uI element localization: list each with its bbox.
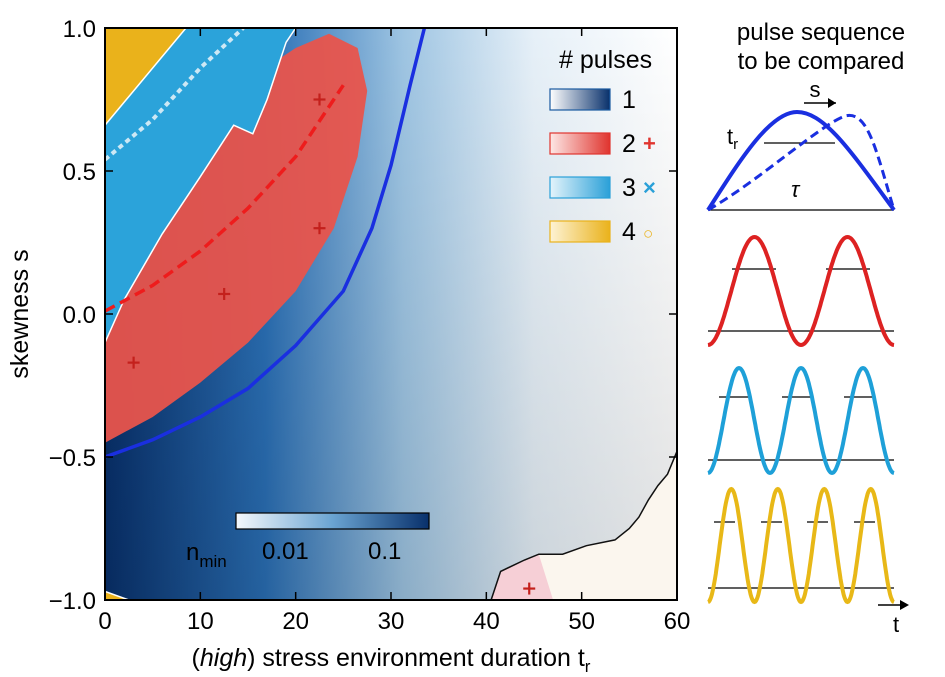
sequence-1-skewed-curve xyxy=(707,113,896,212)
y-tick-label-2: 0.0 xyxy=(63,302,96,329)
x-axis-label-main: ) stress environment duration t xyxy=(247,644,585,672)
sequence-2-pulses xyxy=(707,234,895,348)
colorbar-label-sub: min xyxy=(199,552,226,571)
boundary-1-2-line xyxy=(105,28,427,459)
colorbar-label: nmin xyxy=(186,539,227,571)
marker-2-pulses-2 xyxy=(313,222,326,235)
legend-entry-4: 4 ○ xyxy=(549,218,653,246)
legend-swatch-1 xyxy=(549,88,611,111)
panel-title-line2: to be compared xyxy=(738,48,905,75)
colorbar-tick-1: 0.01 xyxy=(262,538,309,565)
panel-title-line1: pulse sequence xyxy=(737,19,905,46)
x-axis-label: (high) stress environment duration tr xyxy=(192,644,591,676)
legend-label-4: 4 xyxy=(622,218,636,246)
region-4-pulses-bottom xyxy=(105,590,130,600)
markers-2-pulses xyxy=(127,93,536,595)
plot-area xyxy=(105,28,677,600)
colorbar-bar xyxy=(235,512,430,530)
sequence-2-curve xyxy=(707,234,895,348)
marker-2-pulses-0 xyxy=(127,356,140,369)
label-s: s xyxy=(810,77,821,102)
label-tr-sub: r xyxy=(733,136,738,153)
legend-marker-3: × xyxy=(643,175,656,200)
pulse-sequence-panel: pulse sequence to be compared tr s τ xyxy=(706,19,909,637)
x-axis: 0 10 20 30 40 50 60 xyxy=(98,28,690,635)
y-axis-label: skewness s xyxy=(6,249,34,378)
legend-swatch-4 xyxy=(549,220,611,243)
edge-region-pink xyxy=(491,554,554,600)
legend-title: # pulses xyxy=(559,46,652,74)
sequence-3-pulses xyxy=(707,365,895,476)
legend-swatch-3 xyxy=(549,176,611,199)
region-3-pulses xyxy=(105,28,297,343)
legend-entry-1: 1 xyxy=(549,86,636,114)
x-tick-label-0: 0 xyxy=(98,608,111,635)
legend-entry-2: 2 + xyxy=(549,130,656,158)
legend-label-2: 2 xyxy=(622,130,636,158)
x-tick-label-3: 30 xyxy=(378,608,405,635)
optimal-skew-line-3 xyxy=(105,28,245,162)
x-tick-label-5: 50 xyxy=(568,608,595,635)
legend-marker-4: ○ xyxy=(643,224,653,243)
colorbar-label-main: n xyxy=(186,539,199,566)
region-4-pulses-top xyxy=(105,28,187,127)
sequence-1-pulse: tr s τ xyxy=(706,77,896,212)
legend-entry-3: 3 × xyxy=(549,174,656,202)
x-axis-label-prefix: ( xyxy=(192,644,201,672)
y-tick-label-1: 0.5 xyxy=(63,159,96,186)
legend: # pulses 12 +3 ×4 ○ xyxy=(549,46,656,246)
sequence-1-symmetric-curve xyxy=(706,109,896,212)
y-axis: 1.0 0.5 0.0 −0.5 −1.0 xyxy=(49,16,677,615)
x-tick-label-1: 10 xyxy=(187,608,214,635)
sequence-4-pulses xyxy=(707,486,895,605)
optimal-skew-line-2 xyxy=(105,84,345,313)
colorbar-tick-2: 0.1 xyxy=(368,538,401,565)
label-tr-main: t xyxy=(727,124,733,149)
y-tick-label-3: −0.5 xyxy=(49,445,96,472)
x-axis-label-italic: high xyxy=(200,644,247,672)
label-tau: τ xyxy=(791,177,801,202)
y-tick-label-0: 1.0 xyxy=(63,16,96,43)
legend-marker-2: + xyxy=(643,131,656,156)
sequence-3-curve xyxy=(707,365,895,476)
region-2-pulses xyxy=(105,33,368,443)
legend-swatch-2 xyxy=(549,132,611,155)
sequence-4-curve xyxy=(707,486,895,605)
colorbar: nmin 0.01 0.1 xyxy=(186,512,430,571)
label-t: t xyxy=(893,612,899,637)
skew-arrow-head xyxy=(828,98,836,108)
marker-2-pulses-1 xyxy=(218,287,231,300)
x-tick-label-4: 40 xyxy=(473,608,500,635)
marker-2-pulses-4 xyxy=(523,582,536,595)
time-arrow-head xyxy=(900,600,909,610)
y-tick-label-4: −1.0 xyxy=(49,588,96,615)
label-tr: tr xyxy=(727,124,738,153)
marker-2-pulses-3 xyxy=(313,93,326,106)
edge-contour-line xyxy=(490,451,677,600)
legend-label-1: 1 xyxy=(622,86,636,114)
x-tick-label-2: 20 xyxy=(282,608,309,635)
x-axis-label-subscript: r xyxy=(585,657,591,676)
legend-label-3: 3 xyxy=(622,174,636,202)
x-tick-label-6: 60 xyxy=(664,608,691,635)
